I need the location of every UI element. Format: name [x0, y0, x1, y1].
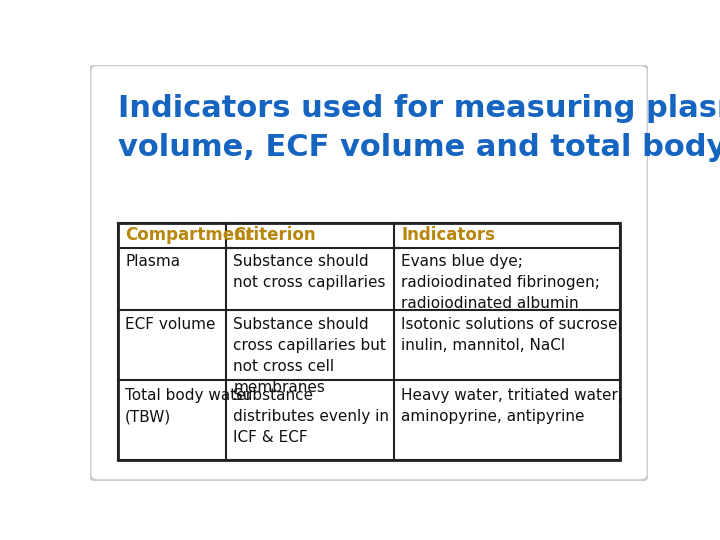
Text: Substance should
not cross capillaries: Substance should not cross capillaries: [233, 254, 386, 290]
Text: ECF volume: ECF volume: [125, 318, 216, 333]
Text: Total body water
(TBW): Total body water (TBW): [125, 388, 252, 424]
Text: Evans blue dye;
radioiodinated fibrinogen;
radioiodinated albumin: Evans blue dye; radioiodinated fibrinoge…: [401, 254, 600, 311]
Text: volume, ECF volume and total body water: volume, ECF volume and total body water: [118, 133, 720, 163]
FancyBboxPatch shape: [90, 65, 648, 481]
Text: Indicators: Indicators: [401, 226, 495, 244]
Text: Isotonic solutions of sucrose,
inulin, mannitol, NaCl: Isotonic solutions of sucrose, inulin, m…: [401, 318, 623, 354]
Bar: [118, 223, 620, 460]
Text: Substance
distributes evenly in
ICF & ECF: Substance distributes evenly in ICF & EC…: [233, 388, 389, 446]
Text: Compartment: Compartment: [125, 226, 254, 244]
Text: Heavy water, tritiated water,
aminopyrine, antipyrine: Heavy water, tritiated water, aminopyrin…: [401, 388, 623, 424]
Text: Criterion: Criterion: [233, 226, 316, 244]
Text: Substance should
cross capillaries but
not cross cell
membranes: Substance should cross capillaries but n…: [233, 318, 386, 395]
Text: Plasma: Plasma: [125, 254, 180, 269]
Text: Indicators used for measuring plasma: Indicators used for measuring plasma: [118, 94, 720, 123]
